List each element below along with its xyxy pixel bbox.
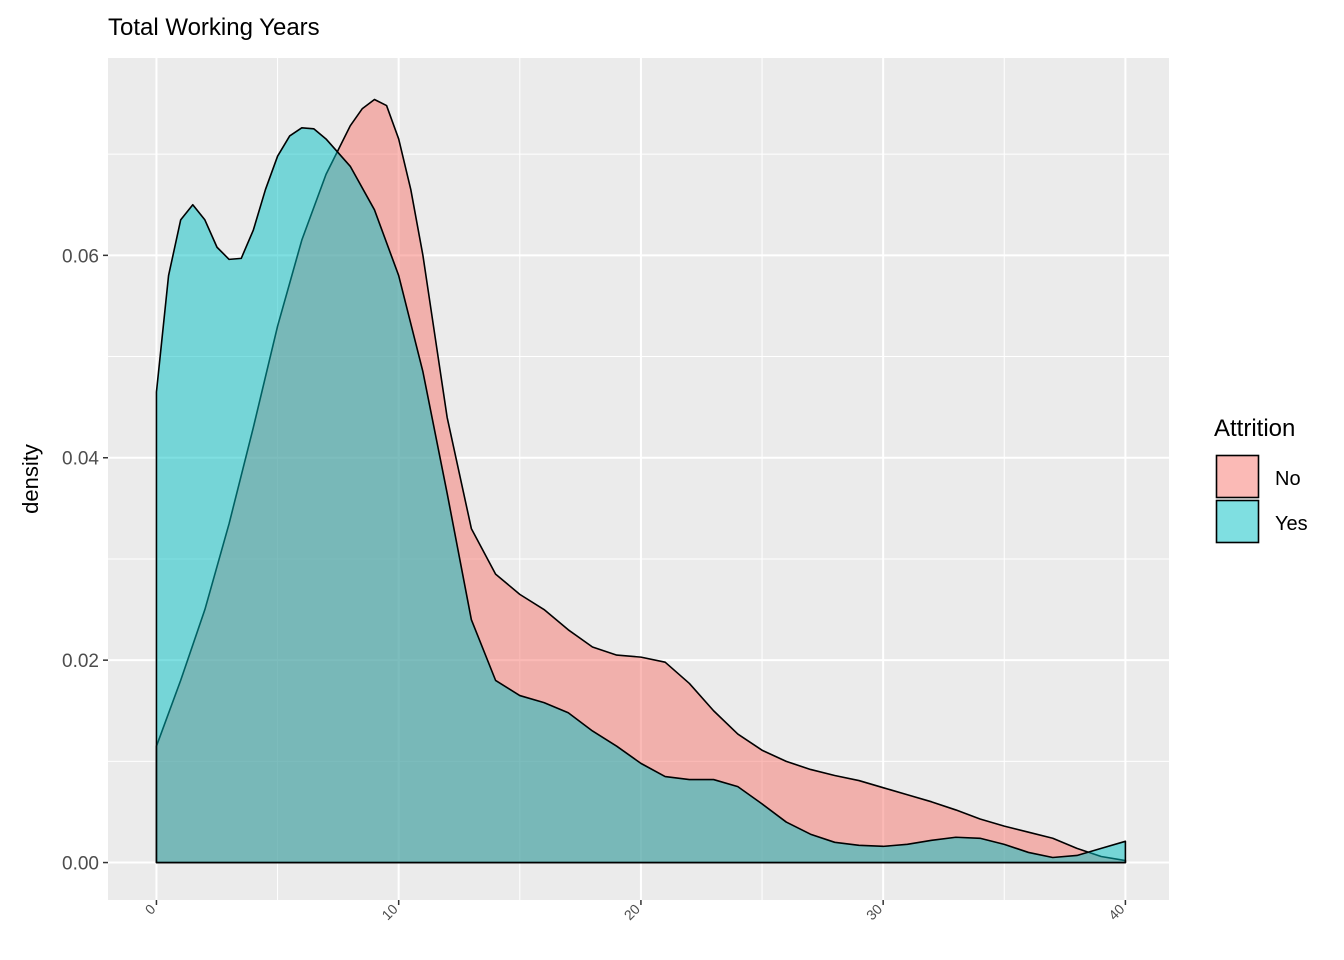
y-axis: 0.00 0.02 0.04 0.06 — [62, 246, 108, 875]
legend-title: Attrition — [1214, 415, 1295, 442]
legend-label-no: No — [1275, 468, 1301, 490]
legend-label-yes: Yes — [1275, 513, 1308, 535]
x-tick-label: 10 — [378, 901, 400, 923]
x-tick-label: 20 — [621, 901, 643, 923]
x-tick-label: 30 — [863, 901, 885, 923]
x-tick-label: 40 — [1105, 901, 1127, 923]
density-areas — [155, 98, 1127, 864]
density-area-yes — [155, 127, 1127, 864]
legend-key-no — [1215, 454, 1260, 499]
y-tick-label: 0.00 — [62, 854, 99, 875]
y-tick-label: 0.04 — [62, 449, 99, 470]
chart-title: Total Working Years — [108, 14, 320, 41]
legend-items: No Yes — [1215, 454, 1308, 544]
y-tick-label: 0.02 — [62, 651, 99, 672]
y-axis-title: density — [18, 444, 43, 514]
legend-key-yes — [1215, 499, 1260, 544]
y-tick-label: 0.06 — [62, 246, 99, 267]
x-axis: 0 10 20 30 40 — [142, 900, 1128, 923]
legend: Attrition No Yes — [1214, 415, 1308, 544]
